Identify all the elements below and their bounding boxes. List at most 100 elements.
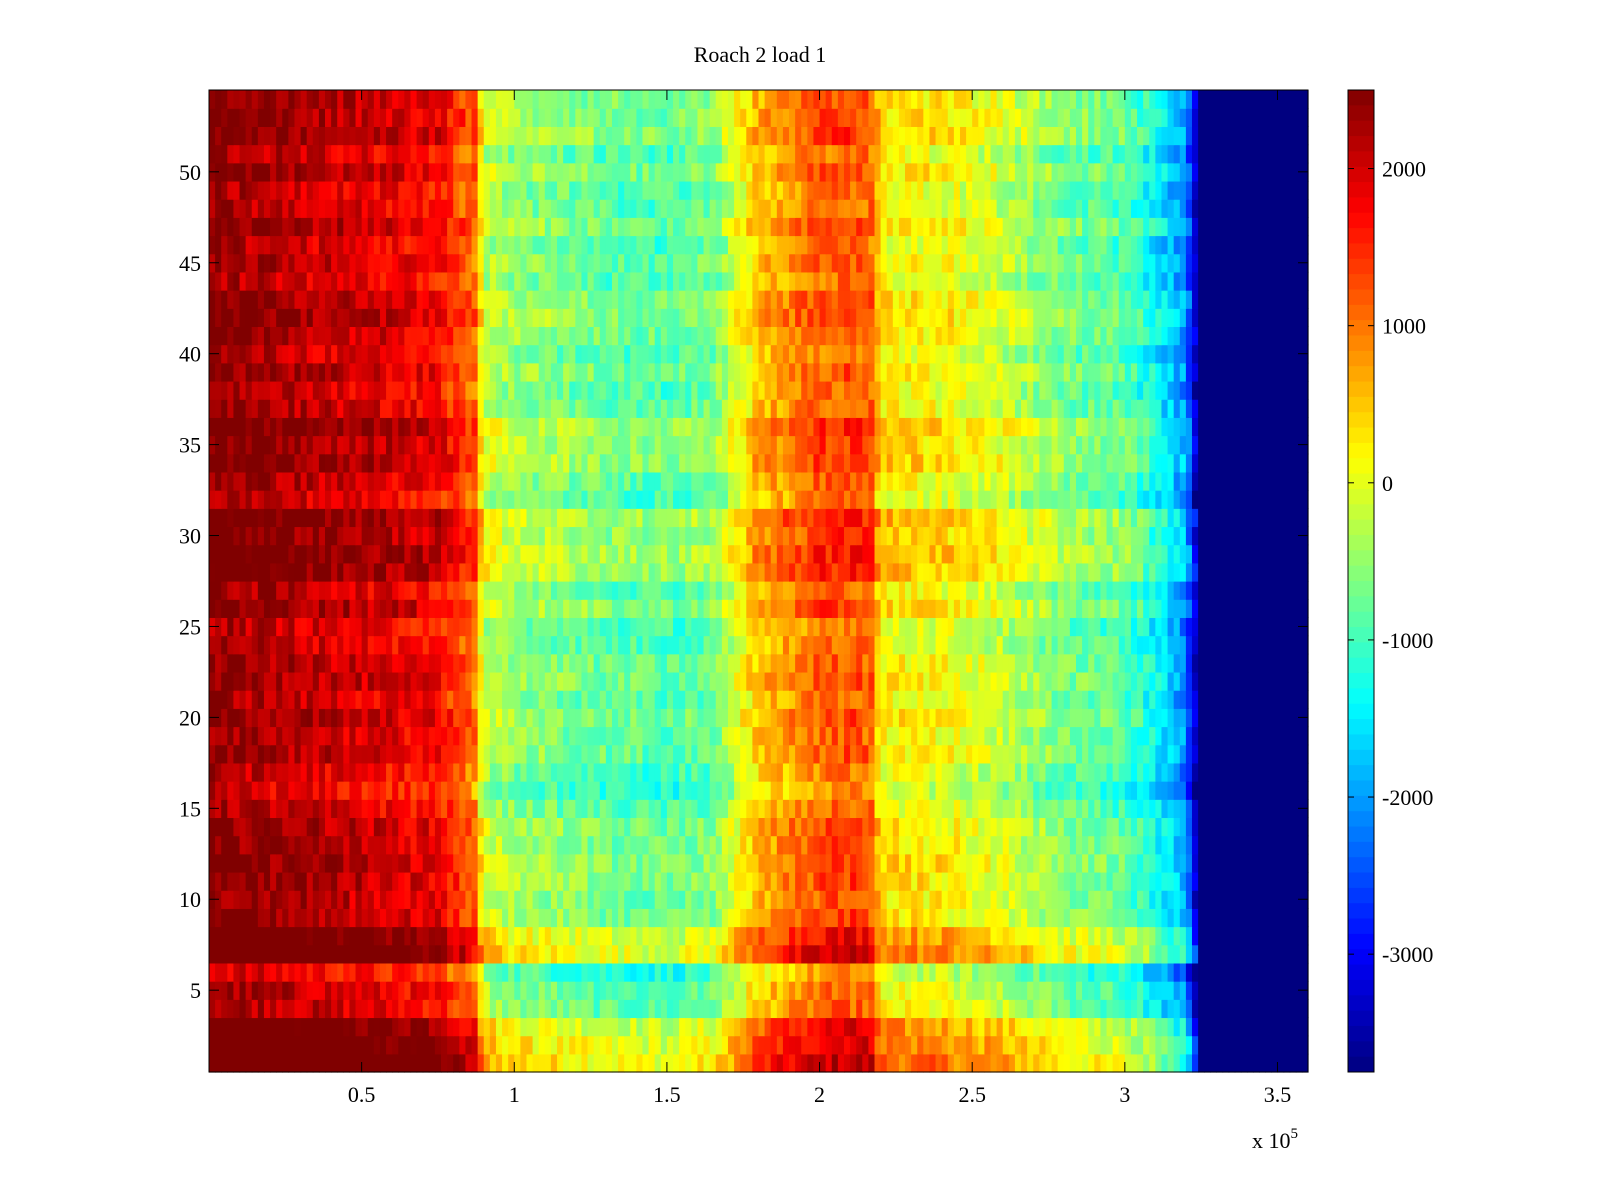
heatmap-cell [386, 762, 393, 782]
heatmap-cell [1027, 744, 1034, 764]
heatmap-cell [697, 1035, 705, 1055]
heatmap-cell [1057, 926, 1065, 946]
heatmap-cell [825, 853, 833, 873]
heatmap-cell [379, 799, 387, 819]
heatmap-cell [550, 1053, 558, 1073]
heatmap-cell [953, 799, 961, 819]
heatmap-cell [447, 653, 454, 673]
heatmap-cell [825, 599, 833, 618]
heatmap-cell [514, 962, 521, 982]
heatmap-cell [978, 762, 986, 782]
heatmap-cell [807, 799, 815, 819]
heatmap-cell [862, 835, 869, 855]
heatmap-cell [819, 599, 827, 618]
heatmap-cell [538, 653, 546, 673]
heatmap-cell [1057, 744, 1065, 764]
heatmap-cell [862, 653, 869, 673]
heatmap-cell [1222, 690, 1230, 709]
heatmap-cell [898, 1017, 906, 1037]
heatmap-cell [966, 981, 973, 1000]
heatmap-cell [465, 890, 473, 909]
heatmap-cell [520, 981, 528, 1000]
heatmap-cell [471, 726, 479, 746]
heatmap-cell [1271, 744, 1279, 764]
heatmap-cell [538, 599, 546, 618]
heatmap-cell [1253, 1035, 1260, 1055]
heatmap-cell [819, 871, 827, 891]
heatmap-cell [1173, 744, 1181, 764]
heatmap-cell [563, 962, 570, 982]
heatmap-cell [563, 817, 570, 837]
heatmap-cell [1155, 653, 1163, 673]
heatmap-cell [843, 708, 851, 728]
heatmap-cell [892, 926, 900, 946]
heatmap-cell [630, 653, 637, 673]
heatmap-cell [862, 799, 869, 819]
heatmap-cell [666, 599, 674, 618]
heatmap-cell [355, 962, 363, 982]
heatmap-cell [1094, 835, 1102, 855]
heatmap-cell [1295, 871, 1303, 891]
heatmap-cell [923, 1035, 931, 1055]
heatmap-cell [441, 581, 448, 600]
heatmap-cell [465, 908, 473, 928]
heatmap-cell [1143, 817, 1150, 837]
heatmap-cell [917, 999, 924, 1019]
heatmap-cell [929, 581, 937, 600]
heatmap-cell [1191, 890, 1199, 909]
heatmap-cell [1149, 690, 1156, 709]
heatmap-cell [679, 744, 686, 764]
heatmap-cell [532, 744, 540, 764]
heatmap-cell [1173, 908, 1181, 928]
heatmap-cell [538, 999, 546, 1019]
heatmap-cell [312, 653, 320, 673]
heatmap-cell [453, 635, 460, 655]
heatmap-cell [868, 835, 876, 855]
heatmap-cell [257, 871, 265, 891]
heatmap-cell [483, 744, 491, 764]
heatmap-cell [758, 781, 766, 800]
heatmap-cell [373, 962, 381, 982]
heatmap-cell [868, 562, 876, 582]
heatmap-cell [856, 1053, 863, 1073]
heatmap-cell [1118, 726, 1126, 746]
heatmap-cell [257, 635, 265, 655]
heatmap-cell [1045, 653, 1053, 673]
heatmap-cell [1283, 762, 1291, 782]
heatmap-cell [727, 871, 735, 891]
heatmap-cell [1271, 708, 1279, 728]
heatmap-cell [813, 853, 821, 873]
heatmap-cell [538, 871, 546, 891]
heatmap-cell [1191, 817, 1199, 837]
heatmap-cell [1222, 817, 1230, 837]
heatmap-cell [1271, 1017, 1279, 1037]
heatmap-cell [398, 944, 405, 964]
heatmap-cell [905, 671, 912, 691]
heatmap-cell [227, 962, 235, 982]
heatmap-cell [404, 781, 412, 800]
heatmap-cell [746, 690, 753, 709]
heatmap-cell [398, 581, 405, 600]
heatmap-cell [1027, 944, 1034, 964]
heatmap-cell [892, 599, 900, 618]
heatmap-cell [410, 1053, 418, 1073]
heatmap-cell [471, 908, 479, 928]
heatmap-cell [325, 1017, 332, 1037]
heatmap-cell [550, 890, 558, 909]
heatmap-cell [752, 799, 760, 819]
heatmap-cell [898, 799, 906, 819]
heatmap-cell [526, 835, 534, 855]
heatmap-cell [459, 708, 467, 728]
heatmap-cell [404, 871, 412, 891]
heatmap-cell [685, 781, 692, 800]
heatmap-cell [483, 962, 491, 982]
heatmap-cell [263, 835, 271, 855]
heatmap-cell [1106, 999, 1114, 1019]
heatmap-cell [1057, 1035, 1065, 1055]
heatmap-cell [599, 799, 607, 819]
heatmap-cell [404, 853, 412, 873]
heatmap-cell [966, 762, 973, 782]
heatmap-cell [502, 890, 509, 909]
heatmap-cell [1149, 835, 1156, 855]
heatmap-cell [715, 981, 723, 1000]
